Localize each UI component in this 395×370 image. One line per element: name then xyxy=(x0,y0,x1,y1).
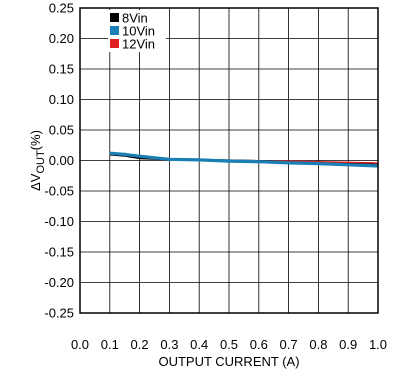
x-tick-label: 0.4 xyxy=(190,337,208,352)
y-axis-title-suffix: (%) xyxy=(28,130,43,150)
y-tick-label: 0.10 xyxy=(49,92,74,107)
y-tick-label: -0.15 xyxy=(44,245,74,260)
legend-label: 10Vin xyxy=(122,24,155,39)
x-tick-label: 0.9 xyxy=(339,337,357,352)
y-axis-title-prefix: ΔV xyxy=(28,173,43,191)
x-tick-label: 0.6 xyxy=(250,337,268,352)
y-tick-label: 0.20 xyxy=(49,31,74,46)
legend-swatch xyxy=(110,13,119,22)
x-tick-label: 0.2 xyxy=(131,337,149,352)
y-tick-labels: 0.25 0.20 0.15 0.10 0.05 0.00 -0.05 -0.10 -0.15 -… xyxy=(44,1,74,321)
y-tick-label: 0.15 xyxy=(49,62,74,77)
x-tick-label: 1.0 xyxy=(369,337,387,352)
y-axis-title: ΔVOUT(%) xyxy=(28,130,47,191)
legend-label: 12Vin xyxy=(122,37,155,52)
x-tick-label: 0.5 xyxy=(220,337,238,352)
plot-frame xyxy=(79,7,379,314)
y-tick-label: 0.25 xyxy=(49,1,74,16)
x-tick-label: 0.3 xyxy=(160,337,178,352)
x-tick-labels: 0.0 0.1 0.2 0.3 0.4 0.5 0.6 0.7 0.8 0.9 1.0 xyxy=(71,337,387,352)
x-tick-label: 0.7 xyxy=(280,337,298,352)
series-layer xyxy=(109,151,379,168)
legend-swatch xyxy=(110,39,119,48)
y-tick-label: -0.20 xyxy=(44,275,74,290)
legend-label: 8Vin xyxy=(122,11,148,26)
y-tick-label: 0.05 xyxy=(49,123,74,138)
legend-swatch xyxy=(110,26,119,35)
y-axis-title-subscript: OUT xyxy=(35,150,47,174)
series-line-2 xyxy=(109,151,379,168)
y-tick-label: -0.25 xyxy=(44,306,74,321)
x-tick-label: 0.1 xyxy=(101,337,119,352)
y-tick-label: -0.10 xyxy=(44,214,74,229)
x-axis-title: OUTPUT CURRENT (A) xyxy=(158,354,299,369)
y-tick-label: 0.00 xyxy=(49,153,74,168)
x-tick-label: 0.8 xyxy=(309,337,327,352)
y-tick-label: -0.05 xyxy=(44,184,74,199)
x-tick-label: 0.0 xyxy=(71,337,89,352)
